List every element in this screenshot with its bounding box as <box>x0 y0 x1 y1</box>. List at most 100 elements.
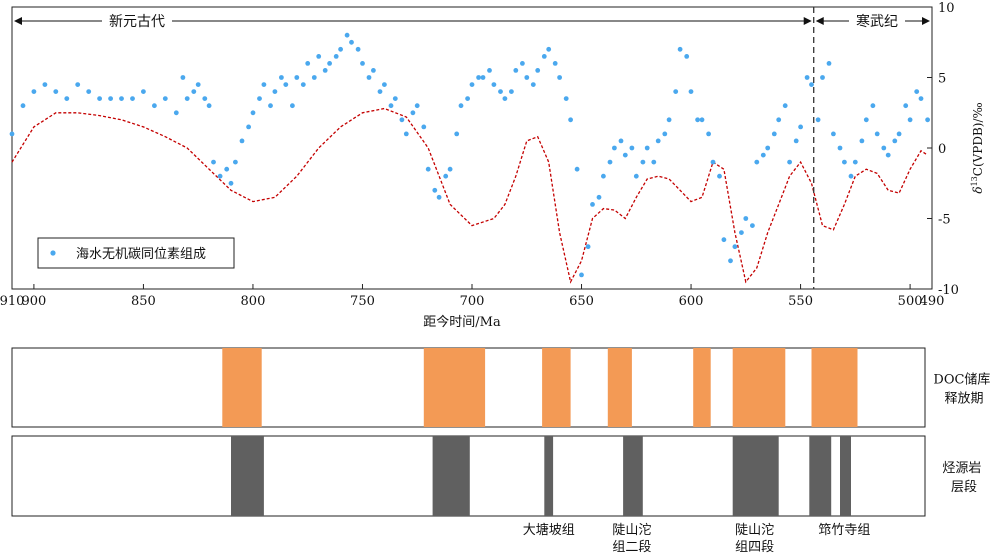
x-tick-label: 650 <box>569 294 594 309</box>
data-point <box>311 75 317 80</box>
x-tick-label: 900 <box>21 294 46 309</box>
x-tick-label: 550 <box>788 294 813 309</box>
data-point <box>64 96 70 101</box>
data-point <box>487 68 492 73</box>
y-axis-ticks: 10 5 0 -5 -10 <box>927 1 959 298</box>
data-point <box>662 131 668 137</box>
data-point <box>130 96 135 101</box>
data-point <box>831 131 836 137</box>
x-axis-label: 距今时间/Ma <box>423 314 501 330</box>
y-tick-label: 10 <box>938 1 955 16</box>
band-row-source-label-line2: 层段 <box>951 480 977 495</box>
data-point <box>327 61 332 66</box>
x-tick-label: 910 <box>0 294 24 309</box>
era-right-label-bg <box>849 11 905 31</box>
data-point <box>294 75 300 80</box>
y-tick-label: 5 <box>938 72 946 87</box>
unit-label-line: 组二段 <box>612 540 651 555</box>
data-point <box>290 103 295 109</box>
data-point <box>809 82 814 87</box>
data-point <box>837 145 843 151</box>
data-point <box>699 117 705 123</box>
data-point <box>765 145 771 151</box>
data-point <box>793 138 799 144</box>
data-point <box>305 61 311 66</box>
interval-bar <box>542 348 571 427</box>
data-point <box>530 82 536 87</box>
data-point <box>896 131 902 137</box>
data-point <box>458 103 464 109</box>
data-point <box>502 96 508 101</box>
band-row-doc-label-line2: 释放期 <box>944 392 983 407</box>
data-point <box>162 96 168 101</box>
data-point <box>552 61 558 66</box>
interval-bar <box>423 348 486 427</box>
data-point <box>141 89 146 94</box>
data-point <box>892 138 898 144</box>
data-point <box>612 145 617 151</box>
data-point <box>152 103 157 109</box>
band-row-source-label: 烃源岩 层段 <box>942 461 985 495</box>
data-point <box>513 68 519 73</box>
y-tick-label: 0 <box>938 142 946 157</box>
data-point <box>563 96 569 101</box>
era-neoproterozoic: 新元古代 <box>14 11 812 31</box>
data-point <box>355 46 361 52</box>
data-point <box>728 258 733 264</box>
data-point <box>907 117 913 123</box>
band-row-doc-label: DOC储库 释放期 <box>933 372 994 407</box>
y-axis-label-sup: 13 <box>970 176 979 186</box>
unit-label-line: 陡山沱 <box>612 522 651 538</box>
data-point <box>633 173 639 179</box>
band-row-doc-label-line1: DOC储库 <box>933 372 990 388</box>
data-point <box>732 244 738 250</box>
interval-bar <box>222 348 262 427</box>
x-tick-label: 800 <box>241 294 266 309</box>
data-point <box>53 89 59 94</box>
data-point <box>108 96 113 101</box>
interval-bar <box>732 436 779 516</box>
interval-bar <box>840 436 851 516</box>
data-point <box>20 103 26 109</box>
data-point <box>261 82 267 87</box>
data-point <box>184 96 190 101</box>
legend-box <box>37 237 235 269</box>
unit-label: 陡山沱组二段 <box>612 522 651 555</box>
data-point <box>414 103 420 109</box>
interval-bar <box>623 436 643 516</box>
doc-release-bars <box>222 348 858 427</box>
data-point <box>86 89 92 94</box>
interval-bar <box>544 436 554 516</box>
data-point <box>535 68 541 73</box>
unit-label-line: 组四段 <box>735 540 774 555</box>
x-tick-label: 490 <box>920 294 945 309</box>
band-row-doc-release: DOC储库 释放期 <box>11 347 994 428</box>
trend-curve <box>11 107 928 284</box>
data-point <box>224 166 230 172</box>
data-point <box>279 75 284 80</box>
data-point <box>546 46 552 52</box>
trend-layer <box>11 107 928 284</box>
unit-label-line: 筇竹寺组 <box>818 522 870 538</box>
data-point <box>863 117 869 123</box>
data-point <box>881 145 887 151</box>
data-point <box>322 68 328 73</box>
data-point <box>684 54 690 59</box>
data-point <box>349 39 354 45</box>
unit-label: 大塘坡组 <box>523 522 575 538</box>
data-point <box>574 166 580 172</box>
data-point <box>75 82 81 87</box>
y-tick-label: -5 <box>938 213 951 228</box>
data-point <box>666 117 672 123</box>
data-point <box>119 96 124 101</box>
data-point <box>371 68 376 73</box>
data-point <box>695 117 700 123</box>
unit-label-line: 陡山沱 <box>735 522 774 538</box>
data-point <box>710 159 716 165</box>
data-point <box>852 159 858 165</box>
data-point <box>173 110 179 116</box>
data-point <box>333 54 339 59</box>
data-point <box>743 216 749 221</box>
